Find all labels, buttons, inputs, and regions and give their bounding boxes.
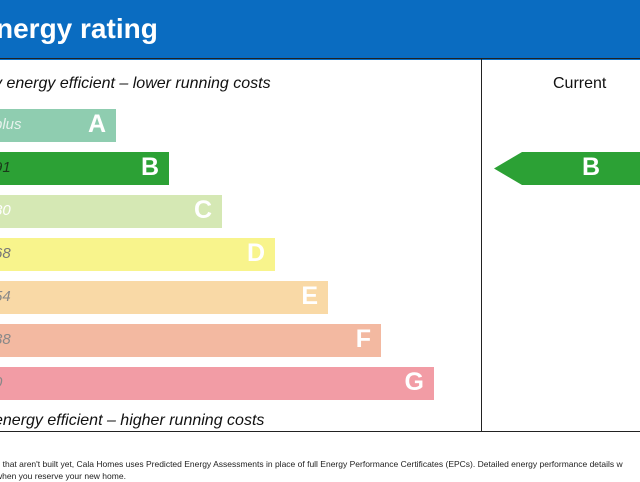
band-range-label: 54: [0, 288, 11, 305]
current-column-header: Current: [553, 75, 607, 92]
band-range-label: 91: [0, 159, 11, 176]
column-divider: [481, 58, 482, 431]
rating-band-g: 0G: [0, 367, 434, 400]
caption-top: y energy efficient – lower running costs: [0, 75, 271, 92]
rating-table-frame: [0, 58, 640, 432]
rating-band-c: 80 C: [0, 195, 222, 228]
rating-band-d: 68 D: [0, 238, 275, 271]
caption-bottom: energy efficient – higher running costs: [0, 412, 265, 429]
band-range-label: plus: [0, 116, 22, 133]
footnote-line-1: s that aren't built yet, Cala Homes uses…: [0, 459, 623, 469]
band-letter: B: [140, 153, 159, 181]
band-letter: G: [404, 368, 424, 396]
rating-band-f: 38 F: [0, 324, 381, 357]
footnote: s that aren't built yet, Cala Homes uses…: [0, 458, 640, 482]
band-range-label: 68: [0, 245, 11, 262]
current-rating-arrow: B: [494, 152, 640, 185]
band-range-label: 0: [0, 374, 2, 391]
band-letter: E: [301, 282, 318, 310]
band-letter: D: [246, 239, 265, 267]
band-letter: F: [355, 325, 371, 353]
rating-band-e: 54 E: [0, 281, 328, 314]
band-letter: C: [193, 196, 212, 224]
band-letter: A: [87, 110, 106, 138]
rating-band-b: 91 B: [0, 152, 169, 185]
header-bar: nergy rating: [0, 0, 640, 60]
band-range-label: 38: [0, 331, 11, 348]
arrow-shape: [494, 152, 640, 185]
footnote-line-2: when you reserve your new home.: [0, 471, 126, 481]
band-range-label: 80: [0, 202, 11, 219]
current-rating-letter: B: [582, 153, 601, 181]
rating-band-a: plus A: [0, 109, 116, 142]
page-title: nergy rating: [0, 13, 158, 44]
